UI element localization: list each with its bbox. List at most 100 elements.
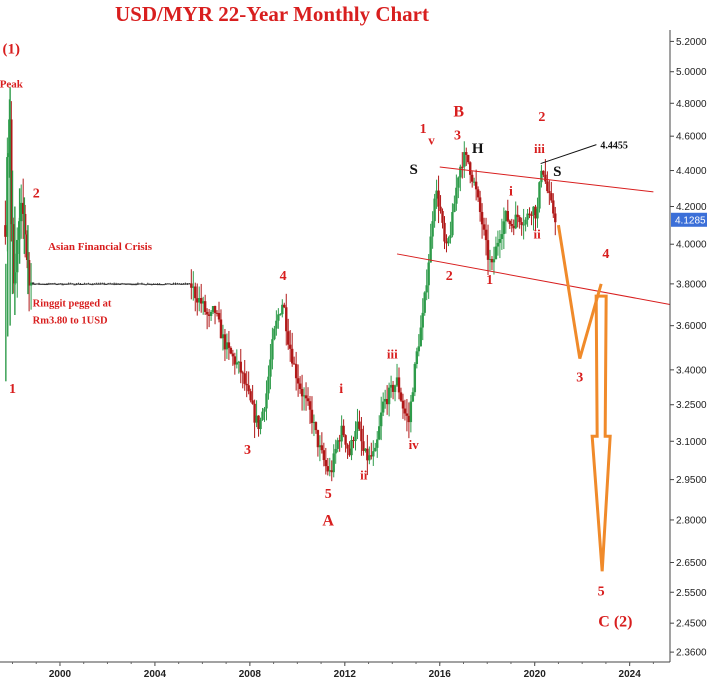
candle-body (219, 319, 223, 339)
candle-body (152, 283, 155, 285)
x-tick-label: 2020 (524, 669, 547, 680)
x-tick-label: 2016 (429, 669, 452, 680)
candle-body (29, 282, 33, 286)
candle-body (67, 283, 70, 285)
y-tick-label: 3.2500 (676, 400, 707, 411)
candle-body (215, 312, 219, 314)
candle-body (306, 398, 310, 402)
candle-body (120, 283, 124, 285)
candle-body (540, 170, 543, 183)
candle-body (459, 166, 462, 178)
chart-title: USD/MYR 22-Year Monthly Chart (115, 2, 429, 26)
wave-label: C (2) (598, 613, 632, 630)
candle-body (63, 283, 66, 285)
candle-body (85, 283, 88, 285)
candle-body (474, 181, 478, 190)
candle-body (243, 373, 246, 384)
candle-body (281, 304, 284, 315)
candle-body (225, 342, 229, 350)
candle-body (502, 221, 506, 235)
y-tick-label: 5.0000 (676, 67, 707, 78)
trend-channel-line (396, 253, 671, 305)
candle-body (178, 283, 181, 285)
candle-body (407, 415, 411, 423)
candle-body (110, 283, 114, 285)
candle-body (544, 174, 547, 182)
candle-body (162, 284, 165, 286)
candle-body (95, 283, 98, 285)
candle-body (166, 283, 169, 285)
candle-body (395, 377, 399, 386)
candle-body (229, 347, 233, 354)
candle-body (130, 284, 134, 286)
candle-body (294, 364, 298, 379)
wave-label: 3 (244, 443, 251, 458)
wave-label: H (472, 141, 484, 157)
candle-body (510, 224, 513, 226)
candle-body (314, 422, 318, 431)
candle-body (45, 284, 49, 286)
candle-body (138, 283, 142, 285)
wave-label: B (453, 103, 464, 120)
candle-body (433, 198, 436, 222)
candle-body (79, 283, 82, 285)
x-tick-label: 2008 (239, 669, 262, 680)
candle-body (77, 283, 80, 285)
candle-body (308, 401, 312, 410)
candle-body (405, 413, 409, 416)
candle-body (372, 451, 375, 457)
candle-body (374, 447, 377, 452)
candle-body (196, 298, 199, 303)
candle-body (39, 283, 43, 285)
candle-body (476, 189, 480, 198)
candle-body (89, 283, 92, 285)
candle-body (376, 439, 379, 448)
y-tick-label: 2.9500 (676, 475, 707, 486)
candle-body (273, 328, 276, 340)
candle-body (350, 440, 353, 456)
candle-body (277, 314, 280, 321)
candle-body (140, 283, 144, 285)
candle-body (99, 283, 102, 285)
candle-body (101, 283, 104, 285)
candle-body (542, 170, 545, 175)
candle-body (409, 401, 413, 423)
candle-body (142, 283, 146, 285)
candle-body (451, 212, 454, 236)
candle-body (109, 283, 112, 285)
candle-body (265, 393, 268, 409)
candle-body (429, 236, 432, 263)
y-tick-label: 4.4000 (676, 166, 707, 177)
projection-path (556, 224, 603, 359)
candle-body (126, 283, 130, 285)
candle-body (368, 455, 371, 461)
candle-body (237, 361, 240, 363)
candle-body (431, 221, 434, 237)
candle-body (114, 283, 118, 285)
wave-label: iii (534, 141, 545, 156)
candle-body (480, 212, 484, 225)
candle-body (150, 284, 153, 286)
candle-body (221, 334, 225, 339)
candle-body (457, 177, 460, 188)
candle-body (393, 385, 397, 392)
last-price-label: 4.1285 (675, 215, 706, 226)
candle-body (192, 286, 195, 288)
candle-body (87, 283, 90, 285)
candle-body (378, 426, 381, 440)
candle-body (439, 206, 442, 212)
candle-body (387, 387, 391, 405)
candle-body (322, 450, 326, 461)
candle-body (25, 234, 29, 261)
candle-body (283, 304, 286, 308)
trend-channel-line (439, 166, 654, 193)
candle-body (486, 240, 490, 260)
y-tick-label: 4.6000 (676, 132, 707, 143)
y-tick-label: 2.8000 (676, 515, 707, 526)
wave-label: 3 (576, 370, 583, 385)
candle-body (164, 283, 167, 285)
candle-body (285, 307, 288, 332)
candle-body (328, 470, 331, 472)
x-tick-label: 2024 (619, 669, 642, 680)
candle-body (381, 401, 385, 413)
